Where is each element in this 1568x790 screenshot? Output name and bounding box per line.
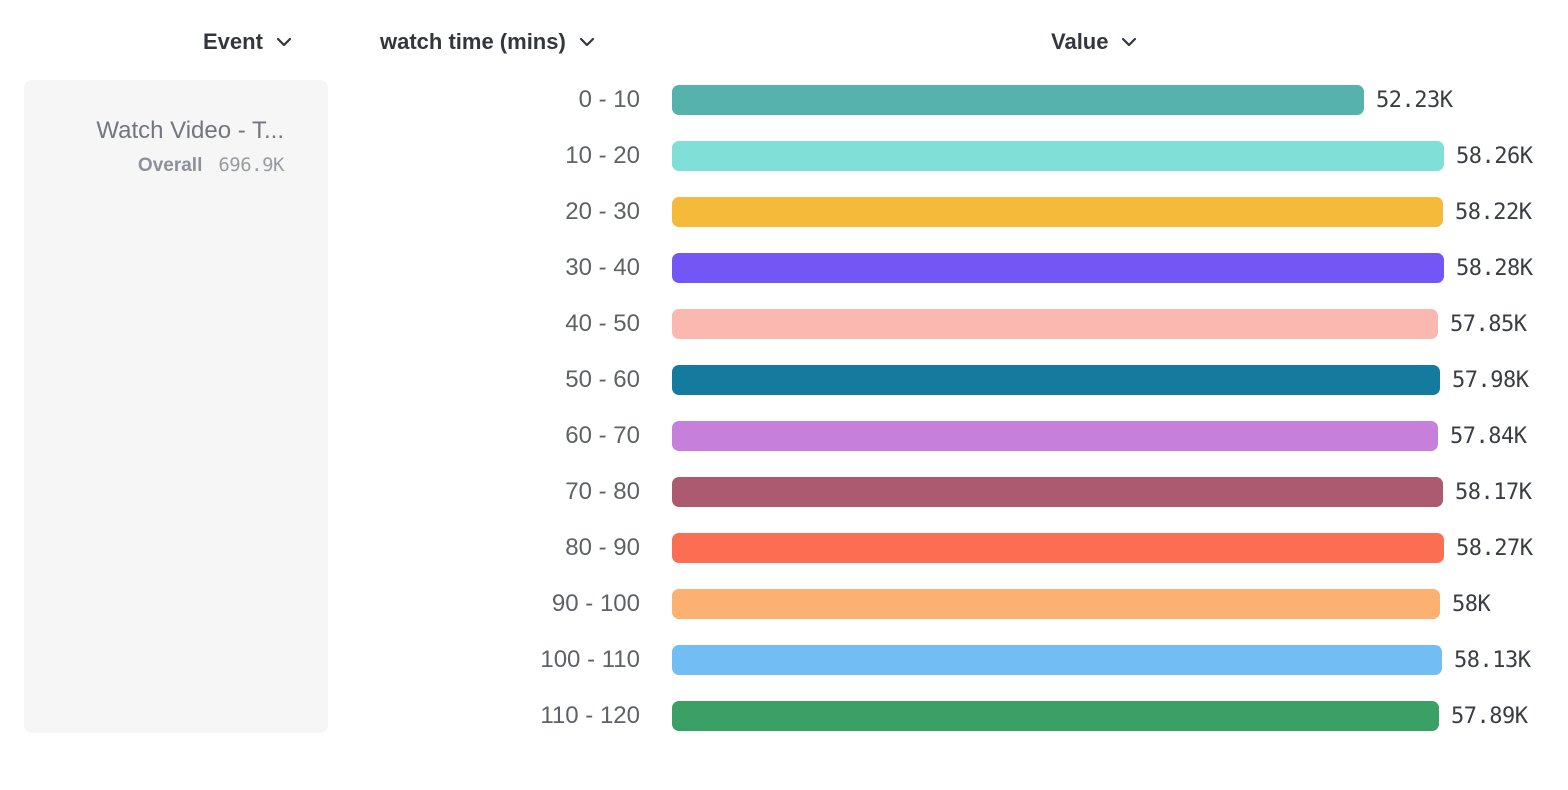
chart-row: 50 - 60 57.98K [0,352,1568,408]
event-column-label: Event [203,29,263,54]
value-label: 58.13K [1454,647,1531,673]
value-label: 58.27K [1456,535,1533,561]
chart-row: 30 - 40 58.28K [0,240,1568,296]
value-label: 58.22K [1455,199,1532,225]
bar[interactable] [672,589,1440,619]
value-column-dropdown[interactable]: Value [1051,26,1137,58]
chevron-down-icon [276,37,292,47]
event-card[interactable]: Watch Video - T... Overall 696.9K [24,80,328,733]
overall-value: 696.9K [218,154,284,176]
bucket-label: 30 - 40 [565,254,640,281]
bar[interactable] [672,141,1444,171]
bar[interactable] [672,421,1438,451]
chart-row: 110 - 120 57.89K [0,688,1568,744]
chevron-down-icon [1121,37,1137,47]
chart-row: 70 - 80 58.17K [0,464,1568,520]
bar[interactable] [672,645,1442,675]
bucket-label: 100 - 110 [540,646,640,673]
overall-row: Overall 696.9K [44,154,285,177]
value-column-label: Value [1051,29,1109,54]
chart-row: 20 - 30 58.22K [0,184,1568,240]
value-label: 58.28K [1456,255,1533,281]
bar-chart: 0 - 10 52.23K 10 - 20 58.26K 20 - 30 58.… [0,72,1568,744]
value-label: 58K [1452,591,1491,617]
bucket-label: 10 - 20 [565,142,640,169]
chart-row: 90 - 100 58K [0,576,1568,632]
watch-time-column-label: watch time (mins) [380,29,566,54]
chart-row: 80 - 90 58.27K [0,520,1568,576]
bucket-label: 110 - 120 [540,702,640,729]
bar[interactable] [672,365,1440,395]
watch-time-column-dropdown[interactable]: watch time (mins) [380,26,595,58]
bar[interactable] [672,701,1439,731]
bar[interactable] [672,309,1438,339]
value-label: 57.98K [1452,367,1529,393]
chart-row: 60 - 70 57.84K [0,408,1568,464]
value-label: 58.26K [1456,143,1533,169]
chart-row: 40 - 50 57.85K [0,296,1568,352]
bar[interactable] [672,477,1443,507]
overall-label: Overall [137,155,203,176]
value-label: 58.17K [1455,479,1532,505]
event-title: Watch Video - T... [96,117,284,144]
bucket-label: 70 - 80 [565,478,640,505]
bar[interactable] [672,85,1364,115]
chart-row: 100 - 110 58.13K [0,632,1568,688]
chevron-down-icon [579,37,595,47]
bucket-label: 50 - 60 [565,366,640,393]
chart-row: 10 - 20 58.26K [0,128,1568,184]
bucket-label: 60 - 70 [565,422,640,449]
value-label: 57.85K [1450,311,1527,337]
bucket-label: 0 - 10 [578,86,640,113]
bar[interactable] [672,533,1444,563]
value-label: 52.23K [1376,87,1453,113]
value-label: 57.89K [1451,703,1528,729]
bucket-label: 40 - 50 [565,310,640,337]
bucket-label: 90 - 100 [551,590,640,617]
chart-row: 0 - 10 52.23K [0,72,1568,128]
bucket-label: 20 - 30 [565,198,640,225]
bar[interactable] [672,197,1443,227]
bar[interactable] [672,253,1444,283]
bucket-label: 80 - 90 [565,534,640,561]
value-label: 57.84K [1450,423,1527,449]
event-column-dropdown[interactable]: Event [203,26,292,58]
